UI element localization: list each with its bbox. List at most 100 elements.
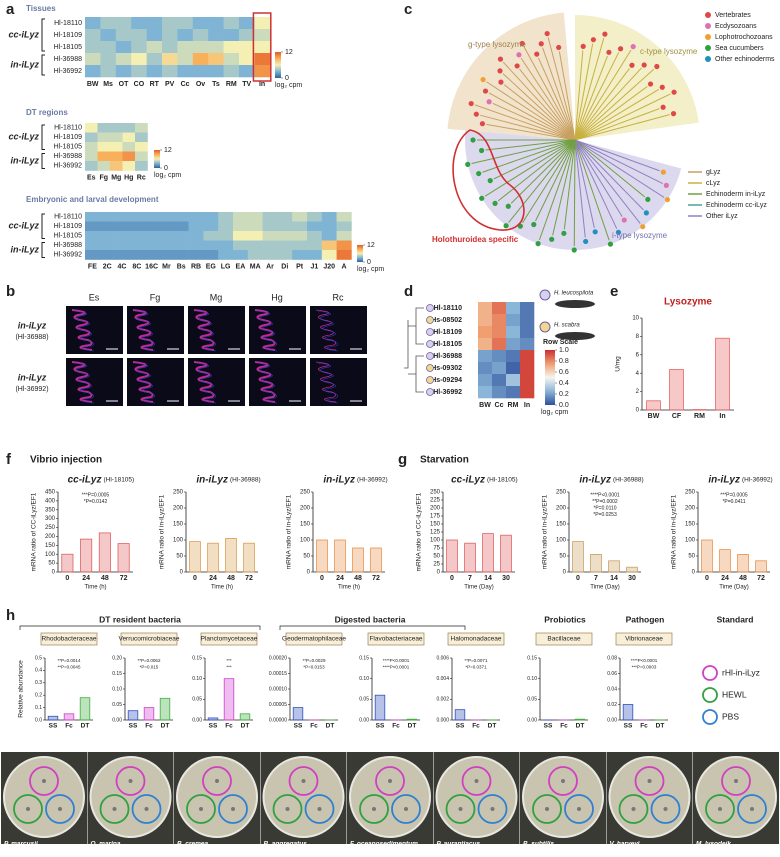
x-tick-label: 14 [610, 575, 618, 582]
tree-branch [503, 84, 576, 141]
bar [574, 718, 586, 721]
y-tick-label: 200 [430, 506, 441, 512]
colorbar-tick-label: 0.0 [559, 402, 569, 409]
inhibition-zone [650, 794, 681, 824]
x-tick-label: 24 [209, 575, 217, 582]
y-tick-label: 0.05 [527, 697, 537, 703]
y-tick-label: 250 [430, 490, 441, 496]
family-box [535, 632, 593, 646]
column-label: In [524, 402, 530, 409]
bar [755, 560, 767, 573]
bar [207, 542, 219, 573]
heatmap-cell [336, 212, 352, 222]
bar [225, 538, 237, 573]
inhibition-zone [618, 794, 649, 824]
x-tick-label: 48 [354, 575, 362, 582]
well [388, 779, 392, 783]
colorbar-tick-label: 0.2 [559, 391, 569, 398]
chart-title: Verrucomicrobiaceae [118, 636, 179, 643]
column-label: In [259, 81, 265, 88]
y-tick-label: 0.00 [607, 717, 617, 723]
chart-subtitle: (Hl-18105) [104, 477, 135, 484]
x-tick-label: DT [576, 723, 585, 730]
stat-annotation: *** [226, 665, 232, 670]
stat-annotation: *P=0.0153 [303, 665, 325, 670]
chart-title: in-iLyz [323, 475, 355, 486]
micrograph [249, 306, 306, 354]
stat-annotation: ****P<0.0001 [383, 658, 410, 663]
row-label: Hl-18110 [54, 214, 82, 221]
well [561, 779, 565, 783]
tree-leaf [580, 43, 586, 49]
nuclei-signal [134, 310, 156, 352]
tree-leaf [556, 44, 562, 51]
heatmap-cell [122, 123, 136, 133]
heatmap-cell [159, 212, 175, 222]
tree-branch [573, 139, 576, 247]
x-tick-label: Fc [472, 723, 480, 730]
y-axis-label: mRNA ratio of in-iLyz/EF1 [286, 494, 293, 569]
heatmap-cell [115, 65, 132, 78]
heatmap-cell [203, 221, 219, 232]
column-label: Ar [266, 263, 274, 270]
group-bracket [41, 18, 45, 52]
tree-branch [558, 51, 576, 141]
x-tick-label: Fc [560, 723, 568, 730]
section-title: Starvation [420, 455, 469, 466]
heatmap-cell [114, 212, 130, 222]
heatmap-cell [144, 240, 160, 251]
bar [701, 539, 713, 573]
heatmap-cell [321, 221, 337, 232]
heatmap-cell [233, 231, 249, 241]
x-tick-label: 7 [468, 575, 472, 582]
y-tick-label: 0.20 [112, 655, 122, 661]
y-tick-label: 100 [556, 538, 567, 544]
legend-ring [702, 709, 718, 725]
y-tick-label: 0.04 [607, 686, 617, 692]
y-tick-label: 200 [173, 506, 184, 512]
tree-branch [574, 49, 632, 141]
y-tick-label: 0.00 [192, 717, 202, 723]
chart-title: Planctomycetaceae [201, 636, 258, 643]
tree-branch [492, 102, 576, 141]
heatmap-cell [336, 240, 352, 251]
bar [626, 566, 638, 573]
x-tick-label: SS [49, 723, 58, 730]
species-label: F. oceanosedimentum [350, 841, 418, 848]
legend-label: cLyz [706, 180, 721, 187]
x-tick-label: Fc [65, 723, 73, 730]
tree-leaf [592, 229, 598, 235]
row-label: Hl-36988 [54, 153, 83, 160]
image-column-label: Rc [333, 292, 344, 302]
heatmap-cell [478, 302, 493, 315]
nuclei-signal [256, 362, 278, 404]
y-tick-label: 0.0 [35, 717, 42, 723]
y-tick-label: 50 [303, 554, 310, 560]
column-label: Cc [181, 81, 190, 88]
heatmap-cell [188, 212, 204, 222]
tissue-signal [315, 361, 337, 403]
x-axis-label: Time (Day) [719, 585, 748, 591]
petri-dish [349, 756, 431, 838]
legend-dot [705, 56, 711, 62]
heatmap-cell [492, 314, 507, 327]
heatmap-cell [208, 65, 224, 78]
stat-annotation: ****P<0.0001 [631, 658, 658, 663]
tree-leaf [640, 224, 646, 230]
chart-title: Bacillaceae [547, 636, 581, 643]
row-marker [426, 328, 434, 336]
stat-annotation: **P=0.0029 [303, 658, 326, 663]
column-label: RM [226, 81, 237, 88]
tree-leaf [505, 203, 511, 209]
heatmap-cell [208, 53, 224, 66]
heatmap-cell [262, 240, 278, 251]
inhibition-zone [634, 766, 665, 796]
legend-label: Echinoderm cc-iLyz [706, 202, 767, 209]
inhibition-zone [288, 766, 319, 796]
inhibition-zone [548, 766, 578, 796]
tree-branch [574, 139, 595, 229]
inhibition-zone [737, 794, 767, 824]
x-tick-label: SS [129, 723, 138, 730]
y-tick-label: 100 [685, 538, 696, 544]
